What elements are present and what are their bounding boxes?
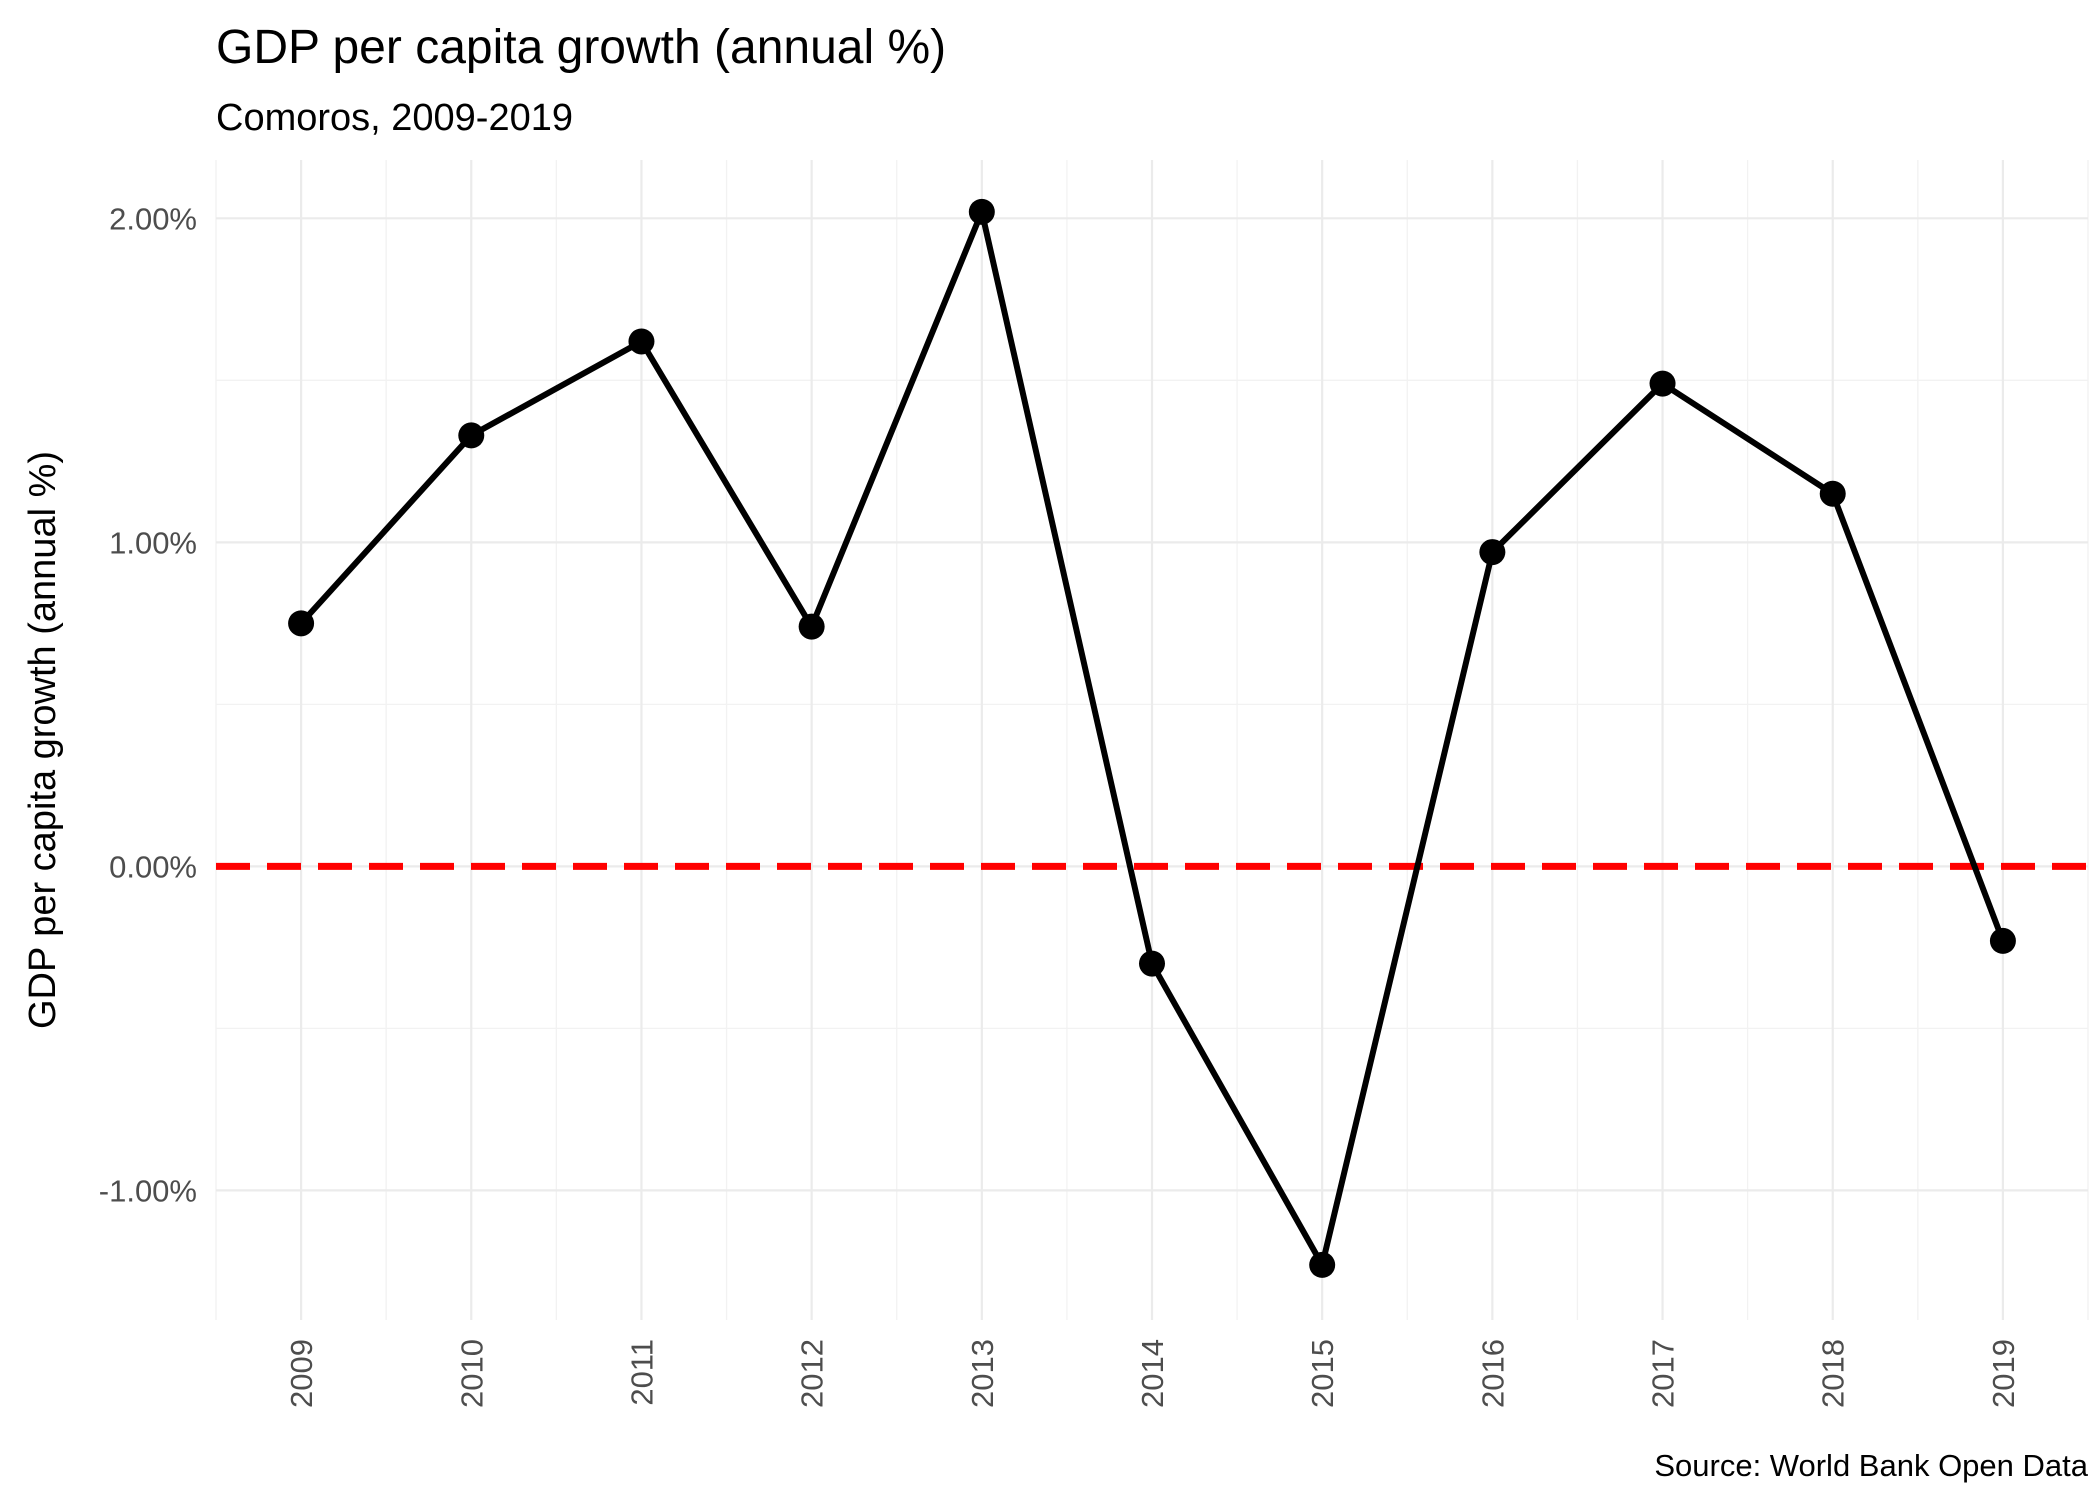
data-point [968, 198, 995, 225]
x-tick-label: 2010 [454, 1339, 489, 1408]
chart-subtitle: Comoros, 2009-2019 [216, 97, 573, 139]
data-point [1819, 480, 1846, 507]
data-point [628, 328, 655, 355]
x-tick-label: 2017 [1646, 1339, 1681, 1408]
x-axis-ticks: 2009 2010 2011 2012 2013 2014 2015 2016 2017 2018… [284, 1339, 2021, 1408]
data-point [1139, 950, 1165, 977]
data-point [458, 422, 485, 449]
x-tick-label: 2015 [1305, 1339, 1340, 1408]
x-tick-label: 2019 [1986, 1339, 2021, 1408]
x-tick-label: 2014 [1135, 1339, 1170, 1408]
y-tick-label: 2.00% [109, 201, 197, 236]
x-tick-label: 2011 [624, 1339, 659, 1406]
chart-caption: Source: World Bank Open Data [1654, 1448, 2088, 1483]
y-axis-ticks: -1.00% 0.00% 1.00% 2.00% [99, 201, 197, 1208]
data-point [798, 613, 825, 640]
x-tick-label: 2009 [284, 1339, 319, 1408]
data-point [1309, 1251, 1336, 1278]
data-point [1989, 927, 2016, 954]
y-tick-label: 0.00% [109, 849, 197, 884]
y-tick-label: 1.00% [109, 525, 197, 560]
x-tick-label: 2012 [795, 1339, 830, 1408]
data-point [1479, 539, 1506, 566]
data-point [288, 610, 315, 637]
data-points [288, 198, 2016, 1278]
data-point [1649, 370, 1676, 397]
x-tick-label: 2013 [965, 1339, 1000, 1408]
chart-title: GDP per capita growth (annual %) [216, 21, 946, 74]
x-tick-label: 2016 [1475, 1339, 1510, 1408]
grid [215, 160, 2089, 1320]
x-tick-label: 2018 [1816, 1339, 1851, 1408]
y-axis-title: GDP per capita growth (annual %) [22, 451, 64, 1029]
y-tick-label: -1.00% [99, 1173, 197, 1208]
